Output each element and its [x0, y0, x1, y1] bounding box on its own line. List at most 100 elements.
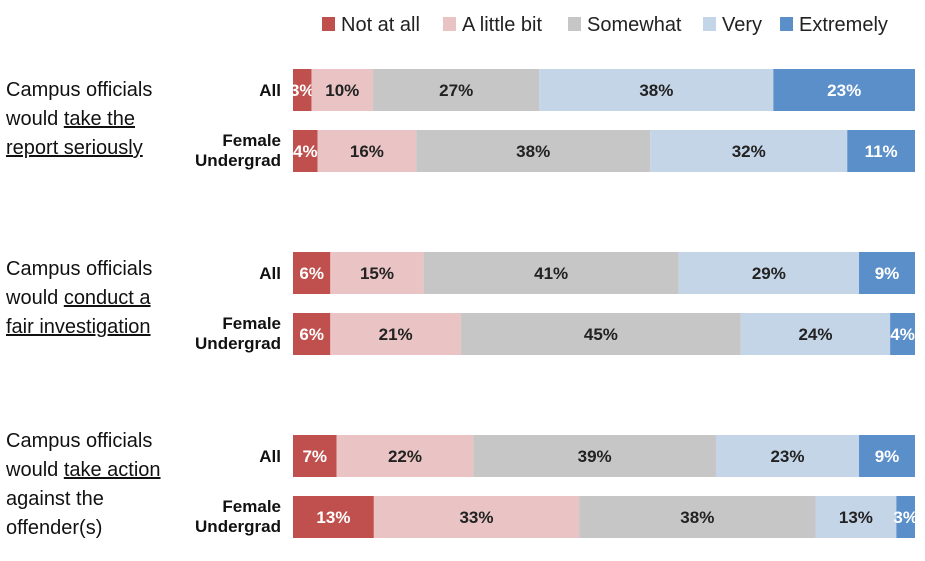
bar-value-label: 41%: [534, 264, 568, 283]
bar-value-label: 15%: [360, 264, 394, 283]
legend-label: Very: [722, 14, 762, 36]
bar-value-label: 9%: [875, 264, 900, 283]
bar-value-label: 39%: [578, 447, 612, 466]
bar-value-label: 23%: [827, 81, 861, 100]
bar-segment: [740, 313, 891, 355]
bar-segment: [579, 496, 816, 538]
bar-segment: [293, 252, 331, 294]
bar-segment: [293, 130, 318, 172]
bar-value-label: 22%: [388, 447, 422, 466]
row-label: Undergrad: [195, 334, 281, 353]
bar-segment: [890, 313, 915, 355]
bar-segment: [847, 130, 915, 172]
bar-value-label: 24%: [798, 325, 832, 344]
bar-value-label: 16%: [350, 142, 384, 161]
question-underlined-text: fair investigation: [6, 316, 151, 338]
bar-value-label: 3%: [893, 508, 918, 527]
bar-value-label: 7%: [302, 447, 327, 466]
bar-value-label: 38%: [639, 81, 673, 100]
bar-segment: [373, 496, 580, 538]
legend-swatch: [568, 17, 581, 31]
bar-segment: [293, 435, 337, 477]
legend-label: Somewhat: [587, 14, 682, 36]
row-label: Female: [222, 497, 281, 516]
bar-value-label: 4%: [293, 142, 318, 161]
question-underlined-text: take action: [64, 459, 161, 481]
question-text: would: [5, 108, 64, 130]
bar-segment: [650, 130, 848, 172]
question-line: fair investigation: [6, 316, 151, 338]
bar-segment: [330, 313, 461, 355]
question-underlined-text: report seriously: [6, 137, 143, 159]
bar-segment: [373, 69, 540, 111]
question-line: would conduct a: [5, 287, 151, 309]
legend-swatch: [780, 17, 793, 31]
question-line: offender(s): [6, 517, 102, 539]
question-text: Campus officials: [6, 430, 152, 452]
question-group: Campus officials would conduct a fair inve…: [5, 252, 915, 355]
legend-label: Not at all: [341, 14, 420, 36]
bar-segment: [715, 435, 860, 477]
question-text: Campus officials: [6, 79, 152, 101]
question-line: Campus officials: [6, 430, 152, 452]
row-label: Undergrad: [195, 151, 281, 170]
bar-value-label: 13%: [839, 508, 873, 527]
bar-segment: [815, 496, 897, 538]
bar-value-label: 29%: [752, 264, 786, 283]
question-text: would: [5, 459, 64, 481]
question-line: Campus officials: [6, 258, 152, 280]
legend-label: Extremely: [799, 14, 888, 36]
question-text: against the: [6, 488, 104, 510]
bar-segment: [317, 130, 417, 172]
row-label: All: [259, 264, 281, 283]
bar-value-label: 3%: [290, 81, 315, 100]
question-text: offender(s): [6, 517, 102, 539]
row-label: All: [259, 447, 281, 466]
bar-value-label: 23%: [770, 447, 804, 466]
bar-segment: [423, 252, 679, 294]
question-line: would take the: [5, 108, 135, 130]
bar-value-label: 32%: [732, 142, 766, 161]
bar-value-label: 10%: [325, 81, 359, 100]
bar-value-label: 6%: [299, 325, 324, 344]
bar-segment: [330, 252, 424, 294]
question-group: Campus officials would take action against…: [5, 430, 918, 539]
question-line: report seriously: [6, 137, 143, 159]
bar-value-label: 33%: [459, 508, 493, 527]
bar-value-label: 4%: [890, 325, 915, 344]
bar-value-label: 45%: [584, 325, 618, 344]
question-text: Campus officials: [6, 258, 152, 280]
bar-segment: [311, 69, 374, 111]
bar-segment: [859, 435, 915, 477]
question-line: Campus officials: [6, 79, 152, 101]
bar-segment: [539, 69, 774, 111]
legend-swatch: [443, 17, 456, 31]
question-line: against the: [6, 488, 104, 510]
bar-value-label: 11%: [865, 142, 898, 161]
bar-value-label: 27%: [439, 81, 473, 100]
bar-value-label: 9%: [875, 447, 900, 466]
bar-value-label: 6%: [299, 264, 324, 283]
question-text: would: [5, 287, 64, 309]
bar-segment: [473, 435, 716, 477]
question-line: would take action: [5, 459, 161, 481]
bar-segment: [293, 313, 331, 355]
bar-segment: [678, 252, 860, 294]
bar-segment: [859, 252, 915, 294]
row-label: Undergrad: [195, 517, 281, 536]
chart-legend: Not at all A little bit Somewhat Very Extrem…: [322, 14, 888, 36]
bar-segment: [896, 496, 915, 538]
row-label: Female: [222, 131, 281, 150]
bar-segment: [416, 130, 651, 172]
bar-value-label: 13%: [316, 508, 350, 527]
question-underlined-text: take the: [64, 108, 135, 130]
bar-segment: [336, 435, 474, 477]
legend-swatch: [703, 17, 716, 31]
row-label: Female: [222, 314, 281, 333]
bar-segment: [293, 496, 374, 538]
question-underlined-text: conduct a: [64, 287, 152, 309]
chart-groups: Campus officials would take the report ser…: [5, 69, 918, 539]
bar-segment: [460, 313, 741, 355]
legend-label: A little bit: [462, 14, 542, 36]
